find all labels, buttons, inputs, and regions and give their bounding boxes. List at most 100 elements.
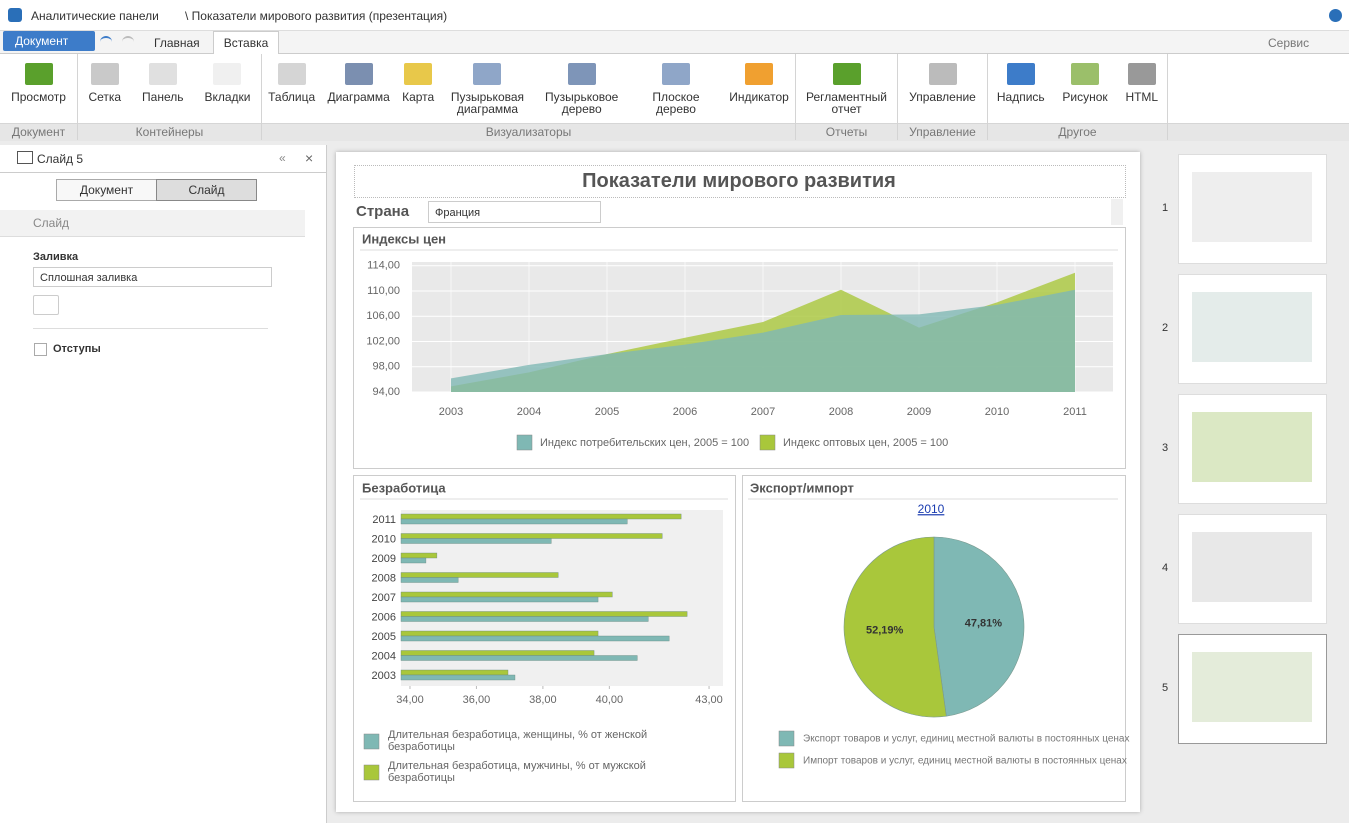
ribbon-group-label: Визуализаторы bbox=[485, 125, 572, 139]
help-icon[interactable] bbox=[1329, 9, 1342, 22]
panel-title: Слайд 5 bbox=[37, 152, 84, 166]
y-tick-label: 2009 bbox=[372, 553, 396, 565]
ribbon-button[interactable]: Просмотр bbox=[11, 54, 66, 123]
panel-tab[interactable]: Документ bbox=[56, 179, 157, 201]
margins-label: Отступы bbox=[53, 343, 101, 355]
ribbon-group-label: Контейнеры bbox=[135, 125, 204, 139]
ribbon-button[interactable]: Рисунок bbox=[1062, 54, 1108, 123]
bar bbox=[400, 591, 613, 598]
undo[interactable] bbox=[100, 36, 112, 48]
button-icon bbox=[1127, 63, 1156, 85]
close[interactable]: × bbox=[305, 150, 314, 166]
y-tick-label: 2010 bbox=[372, 533, 396, 545]
button-icon bbox=[1006, 63, 1035, 85]
legend-label: Индекс потребительских цен, 2005 = 100 bbox=[540, 437, 749, 449]
y-tick-label: 2005 bbox=[372, 631, 396, 643]
ribbon-button[interactable]: Панель bbox=[142, 54, 184, 123]
ribbon-button[interactable]: Вкладки bbox=[204, 54, 251, 123]
button-icon bbox=[277, 63, 306, 85]
fill-select[interactable]: Сплошная заливка bbox=[33, 267, 272, 287]
button-label: Индикатор bbox=[729, 90, 789, 104]
checkbox[interactable] bbox=[34, 343, 47, 356]
y-tick-label: 110,00 bbox=[367, 285, 400, 297]
ribbon-buttons: Просмотр bbox=[0, 54, 77, 123]
ribbon-button[interactable]: Сетка bbox=[88, 54, 121, 123]
button-icon bbox=[404, 63, 433, 85]
area bbox=[451, 289, 1075, 392]
bar bbox=[400, 533, 663, 539]
ribbon-group: Таблица Диаграмма Карта Пузырьковая диаграм… bbox=[262, 54, 796, 140]
button-label: Управление bbox=[909, 90, 976, 104]
slide-title-box bbox=[354, 165, 1126, 198]
x-tick-label: 36,00 bbox=[463, 694, 491, 706]
ribbon-buttons: Таблица Диаграмма Карта Пузырьковая диаграм… bbox=[262, 54, 795, 123]
panel bbox=[742, 475, 1126, 802]
bar bbox=[400, 518, 628, 525]
collapse[interactable]: « bbox=[279, 151, 286, 165]
tab-active[interactable]: Вставка bbox=[213, 31, 279, 54]
x-tick-label: 2004 bbox=[517, 406, 541, 418]
ribbon-button[interactable]: Регламентный отчет bbox=[806, 54, 888, 123]
ribbon-group: Сетка Панель Вкладки Контейнеры bbox=[78, 54, 262, 140]
legend-label: Индекс оптовых цен, 2005 = 100 bbox=[783, 437, 948, 449]
panel bbox=[353, 227, 1126, 469]
thumbnail-art bbox=[1192, 292, 1312, 362]
button-icon bbox=[213, 63, 242, 85]
thumbnail-art bbox=[1192, 652, 1312, 722]
pie-subtitle[interactable]: 2010 bbox=[918, 502, 945, 516]
legend-swatch bbox=[363, 764, 380, 781]
y-tick-label: 2006 bbox=[372, 611, 396, 623]
thumbnail-number: 1 bbox=[1162, 202, 1169, 214]
ribbon-group-label: Отчеты bbox=[825, 125, 868, 139]
ribbon-buttons: Сетка Панель Вкладки bbox=[78, 54, 261, 123]
document-menu[interactable]: Документ bbox=[3, 31, 95, 51]
button-label: Карта bbox=[402, 90, 435, 104]
ribbon-button[interactable]: Пузырьковое дерево bbox=[541, 54, 623, 123]
tab[interactable]: Главная bbox=[154, 36, 200, 50]
bar bbox=[400, 650, 595, 656]
y-tick-label: 102,00 bbox=[366, 335, 400, 347]
y-tick-label: 2003 bbox=[372, 670, 396, 682]
ribbon-button[interactable]: Управление bbox=[909, 54, 976, 123]
legend-swatch bbox=[516, 434, 533, 451]
app-name[interactable]: Аналитические панели bbox=[31, 9, 159, 23]
service-menu[interactable]: Сервис bbox=[1268, 36, 1310, 50]
country-select[interactable]: Франция bbox=[428, 201, 601, 223]
button-icon bbox=[745, 63, 773, 85]
bar bbox=[400, 630, 599, 637]
color-picker[interactable] bbox=[33, 295, 59, 315]
y-tick-label: 2008 bbox=[372, 572, 396, 584]
ribbon-button[interactable]: Пузырьковая диаграмма bbox=[446, 54, 528, 123]
slice-label: 47,81% bbox=[965, 618, 1003, 630]
button-label: Панель bbox=[142, 90, 184, 104]
scrollbar[interactable] bbox=[1111, 199, 1123, 225]
button-label: Диаграмма bbox=[327, 90, 390, 104]
redo[interactable] bbox=[122, 36, 134, 48]
bar bbox=[400, 572, 559, 578]
fill-label: Заливка bbox=[33, 251, 79, 263]
ribbon-button[interactable]: Индикатор bbox=[729, 54, 789, 123]
ribbon-button[interactable]: HTML bbox=[1125, 54, 1158, 123]
y-tick-label: 94,00 bbox=[372, 386, 400, 398]
ribbon-group: Надпись Рисунок HTML Другое bbox=[988, 54, 1168, 140]
section-title[interactable]: Слайд bbox=[33, 216, 70, 230]
ribbon-group-label: Другое bbox=[1058, 125, 1097, 139]
ribbon-button[interactable]: Надпись bbox=[997, 54, 1045, 123]
ribbon-button[interactable]: Таблица bbox=[268, 54, 315, 123]
ribbon-button[interactable]: Карта bbox=[402, 54, 434, 123]
legend-swatch bbox=[778, 730, 795, 747]
panel-tab-active[interactable]: Слайд bbox=[156, 179, 257, 201]
slide-icon bbox=[17, 151, 33, 164]
panel-title: Безработица bbox=[362, 480, 446, 495]
ribbon-buttons: Управление bbox=[898, 54, 987, 123]
button-label: Вкладки bbox=[204, 90, 251, 104]
ribbon-button[interactable]: Плоское дерево bbox=[635, 54, 717, 123]
slice-label: 52,19% bbox=[866, 624, 904, 636]
ribbon-button[interactable]: Диаграмма bbox=[327, 54, 390, 123]
x-tick-label: 2009 bbox=[907, 406, 931, 418]
button-icon bbox=[148, 63, 177, 85]
legend-label: Импорт товаров и услуг, единиц местной в… bbox=[803, 756, 1127, 767]
ribbon-buttons: Надпись Рисунок HTML bbox=[988, 54, 1167, 123]
x-tick-label: 2010 bbox=[985, 406, 1009, 418]
thumbnail-art bbox=[1192, 532, 1312, 602]
